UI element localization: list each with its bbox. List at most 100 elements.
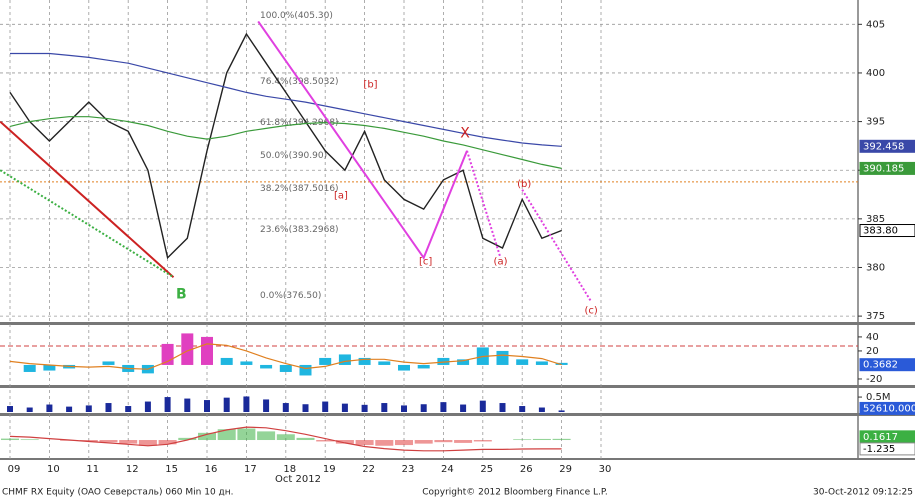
oscillator-bar [43,364,56,371]
trend-bar [434,440,453,443]
trend-bar [217,429,236,441]
oscillator-bar [279,364,292,372]
panel-separator [0,385,915,388]
wave-label: [b] [363,80,377,91]
trend-signal-last-box [859,442,915,456]
fib-label: 0.0%(376.50) [260,291,321,301]
y-tick-label: 405 [866,19,885,30]
oscillator-bar [555,362,568,365]
trend-bar [473,440,492,442]
panel-separator [0,458,915,460]
fib-label: 100.0%(405.30) [260,11,333,21]
trend-bar [237,428,256,441]
oscillator-bar [378,361,391,365]
oscillator-bar [23,364,36,372]
volume-bar [184,398,191,412]
fib-label: 23.6%(383.2968) [260,225,339,235]
x-tick-label: 25 [480,464,493,475]
trend-bar [119,440,138,444]
oscillator-bar [299,364,312,376]
volume-bar [46,404,53,412]
timestamp: 30-Oct-2012 09:12:25 [813,488,913,498]
oscillator-bar [457,359,470,365]
trend-signal-last: -1.235 [863,444,895,455]
volume-last-box [859,401,915,415]
volume-bar [322,401,329,412]
x-tick-label: 19 [323,464,336,475]
trend-bar [178,437,197,441]
x-tick-label: 29 [559,464,572,475]
volume-bar [282,403,289,412]
last-average-box [859,139,915,153]
volume-bar [558,410,565,412]
wave-label: [c] [419,257,432,268]
trend-line [9,426,562,452]
footer-left: CHMF RX Equity (OAO Северсталь) 060 Min … [2,488,234,498]
wave-label: X [460,125,470,141]
trend-bar [355,440,374,446]
panel-separator [0,322,915,325]
last-price-box [859,224,915,238]
trend-bar [257,431,276,441]
last-average-box [859,161,915,175]
oscillator-bar [535,361,548,365]
wave-line [466,150,502,259]
y-tick-label: 375 [866,311,885,322]
y-tick-label: 0.5M [866,392,891,403]
trend-bar [158,440,177,445]
oscillator-bar [260,364,273,369]
x-tick-label: 10 [47,464,60,475]
volume-bar [420,404,427,412]
copyright: Copyright© 2012 Bloomberg Finance L.P. [422,488,607,498]
volume-bar [26,407,33,412]
volume-bar [223,397,230,412]
x-tick-label: 18 [283,464,296,475]
moving-average [10,52,562,147]
oscillator-bar [201,336,213,365]
oscillator-bar [181,333,194,365]
oscillator-bar [240,361,253,365]
y-tick-label: 40 [866,332,879,343]
fib-label: 76.4%(398.5032) [260,77,339,87]
oscillator-line [9,343,562,370]
oscillator-bar [398,364,410,371]
volume-bar [460,404,467,412]
volume-bar [519,406,526,412]
trend-bar [296,437,315,441]
trend-bar [375,440,394,446]
trend-bar [513,439,532,441]
volume-bar [341,403,348,412]
x-tick-label: 24 [441,464,454,475]
volume-bar [204,400,210,412]
trend-bar [316,440,335,442]
x-tick-label: 16 [205,464,218,475]
volume-bar [243,396,250,412]
volume-bar [499,403,506,412]
wave-line [0,120,175,278]
volume-bar [361,404,368,412]
volume-bar [105,403,112,412]
wave-label: (b) [517,179,531,190]
trend-bar [414,440,433,444]
x-tick-label: 15 [165,464,178,475]
volume-bar [381,403,388,412]
trend-bar [276,434,295,441]
wave-line [257,20,468,260]
wave-label: (c) [584,305,597,316]
volume-bar [479,400,486,412]
oscillator-bar [358,357,371,365]
oscillator-bar [319,357,332,365]
oscillator-bar [220,357,233,365]
oscillator-bar [437,357,450,365]
wave-label: (a) [494,257,508,268]
trend-bar [1,438,19,441]
trend-bar [20,439,39,441]
oscillator-last-box [859,358,915,372]
x-axis-title: Oct 2012 [275,474,321,485]
trend-last: 0.1617 [863,432,898,443]
trend-bar [395,440,413,446]
x-tick-label: 26 [520,464,533,475]
trend-bar [99,440,118,443]
